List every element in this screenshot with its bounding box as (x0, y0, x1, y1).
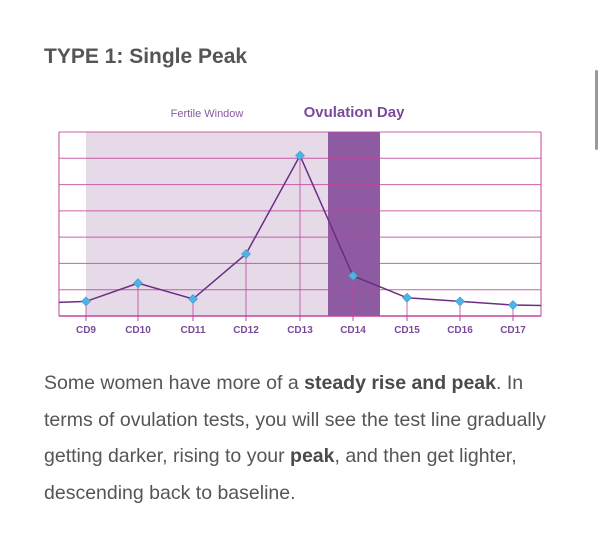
x-tick-label: CD15 (394, 325, 420, 336)
fertile-window-band (86, 132, 328, 316)
emphasis-steady-rise: steady rise and peak (304, 372, 496, 394)
data-point-cd9 (81, 296, 91, 307)
x-tick-label: CD10 (125, 325, 151, 336)
section-heading: TYPE 1: Single Peak (44, 45, 248, 68)
lh-chart-svg: CD9 CD10 CD11 CD12 CD13 CD14 CD15 CD16 CD17 Ferti… (58, 104, 542, 336)
data-point-cd13 (295, 150, 305, 161)
x-tick-label: CD17 (500, 325, 526, 336)
data-point-cd16 (455, 296, 465, 307)
description-paragraph: Some women have more of a steady rise an… (44, 365, 574, 511)
paragraph-text-1: Some women have more of a (44, 372, 305, 394)
data-point-cd17 (508, 300, 518, 310)
ovulation-day-label: Ovulation Day (304, 104, 406, 121)
data-point-cd14 (348, 270, 358, 281)
paragraph-text-2: . In terms of ovulation tests, you will … (44, 372, 546, 467)
data-point-cd12 (241, 249, 251, 259)
fertile-window-label: Fertile Window (171, 108, 244, 120)
data-point-cd15 (402, 292, 412, 303)
x-tick-label: CD12 (233, 325, 259, 336)
emphasis-peak: peak (290, 445, 335, 467)
ovulation-day-band (328, 132, 380, 316)
x-tick-label: CD14 (340, 325, 366, 336)
x-tick-label: CD16 (447, 325, 473, 336)
x-tick-label: CD11 (180, 325, 205, 336)
x-tick-label: CD9 (76, 325, 96, 336)
lh-chart: CD9 CD10 CD11 CD12 CD13 CD14 CD15 CD16 CD17 Ferti… (0, 95, 600, 350)
data-point-cd11 (188, 294, 198, 304)
x-tick-label: CD13 (287, 325, 313, 336)
paragraph-text-3: , and then get lighter, descending back … (44, 445, 517, 504)
data-point-cd10 (133, 278, 143, 289)
scrollbar[interactable] (595, 70, 598, 150)
